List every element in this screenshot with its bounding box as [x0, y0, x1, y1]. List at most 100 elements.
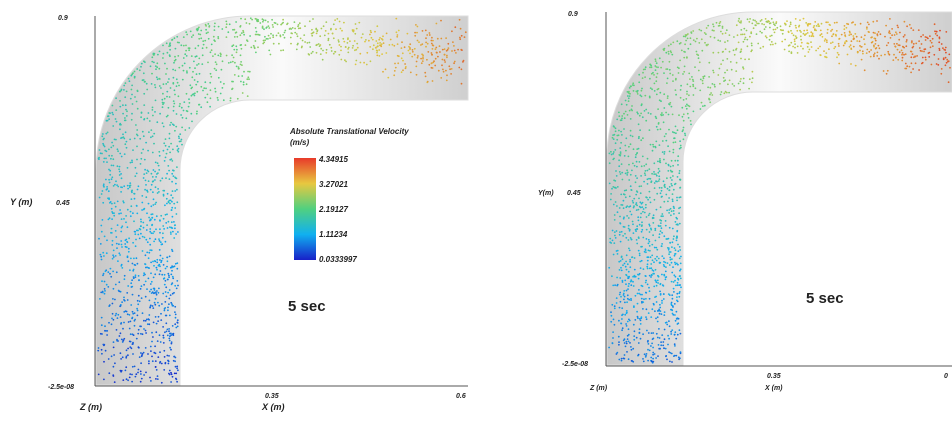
- particle: [623, 218, 625, 220]
- particle: [426, 59, 428, 61]
- particle: [182, 117, 184, 119]
- particle: [142, 222, 144, 224]
- particle: [116, 271, 118, 273]
- particle: [156, 76, 158, 78]
- particle: [811, 35, 813, 37]
- particle: [659, 160, 661, 162]
- particle: [182, 65, 184, 67]
- particle: [421, 62, 423, 64]
- particle: [169, 49, 171, 51]
- particle: [173, 106, 175, 108]
- particle: [127, 226, 129, 228]
- particle: [648, 239, 650, 241]
- particle: [815, 50, 817, 52]
- particle: [369, 46, 371, 48]
- particle: [223, 83, 225, 85]
- particle: [262, 27, 264, 29]
- particle: [675, 355, 677, 357]
- particle: [928, 56, 930, 58]
- particle: [113, 288, 115, 290]
- particle: [121, 244, 123, 246]
- particle: [641, 203, 643, 205]
- particle: [652, 347, 654, 349]
- particle: [422, 30, 424, 32]
- particle: [206, 47, 208, 49]
- particle: [137, 234, 139, 236]
- particle: [624, 117, 626, 119]
- particle: [628, 239, 630, 241]
- particle: [320, 53, 322, 55]
- particle: [106, 284, 108, 286]
- particle: [674, 334, 676, 336]
- particle: [878, 45, 880, 47]
- particle: [294, 21, 296, 23]
- particle: [644, 110, 646, 112]
- particle: [720, 31, 722, 33]
- particle: [110, 232, 112, 234]
- particle: [825, 52, 827, 54]
- particle: [687, 113, 689, 115]
- particle: [668, 45, 670, 47]
- particle: [649, 191, 651, 193]
- particle: [621, 318, 623, 320]
- particle: [673, 281, 675, 283]
- particle: [175, 183, 177, 185]
- particle: [149, 120, 151, 122]
- particle: [755, 21, 757, 23]
- particle: [673, 213, 675, 215]
- particle: [906, 41, 908, 43]
- particle: [173, 170, 175, 172]
- particle: [104, 293, 106, 295]
- particle: [174, 177, 176, 179]
- particle: [638, 148, 640, 150]
- particle: [239, 34, 241, 36]
- particle: [136, 338, 138, 340]
- particle: [794, 47, 796, 49]
- particle: [167, 227, 169, 229]
- particle: [666, 177, 668, 179]
- particle: [671, 304, 673, 306]
- particle: [651, 173, 653, 175]
- particle: [420, 58, 422, 60]
- y-tick: 0.9: [568, 11, 578, 18]
- particle: [670, 166, 672, 168]
- particle: [650, 181, 652, 183]
- particle: [886, 73, 888, 75]
- particle: [124, 143, 126, 145]
- particle: [810, 41, 812, 43]
- particle: [142, 250, 144, 252]
- particle: [895, 31, 897, 33]
- particle: [839, 38, 841, 40]
- particle: [649, 213, 651, 215]
- particle: [152, 305, 154, 307]
- particle: [131, 119, 133, 121]
- particle: [623, 293, 625, 295]
- particle: [236, 66, 238, 68]
- particle: [669, 186, 671, 188]
- particle: [198, 38, 200, 40]
- particle: [131, 190, 133, 192]
- particle: [617, 186, 619, 188]
- particle: [649, 275, 651, 277]
- particle: [662, 215, 664, 217]
- particle: [628, 283, 630, 285]
- particle: [431, 67, 433, 69]
- particle: [850, 34, 852, 36]
- particle: [178, 85, 180, 87]
- particle: [176, 379, 178, 381]
- particle: [618, 115, 620, 117]
- particle: [451, 30, 453, 32]
- particle: [127, 185, 129, 187]
- particle: [623, 226, 625, 228]
- particle: [240, 61, 242, 63]
- particle: [376, 25, 378, 27]
- particle: [177, 42, 179, 44]
- particle: [429, 34, 431, 36]
- particle: [464, 36, 466, 38]
- particle: [255, 40, 257, 42]
- particle: [673, 274, 675, 276]
- particle: [174, 285, 176, 287]
- particle: [636, 161, 638, 163]
- particle: [806, 29, 808, 31]
- particle: [679, 170, 681, 172]
